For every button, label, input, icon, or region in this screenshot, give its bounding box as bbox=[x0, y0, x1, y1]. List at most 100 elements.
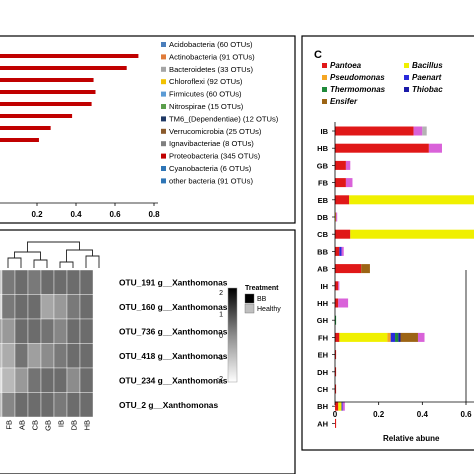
stacked-segment bbox=[400, 332, 418, 342]
heatmap-cell bbox=[79, 392, 94, 418]
legend-label: Chloroflexi (92 OTUs) bbox=[169, 77, 243, 86]
heatmap-row-label: OTU_191 g__Xanthomonas bbox=[119, 277, 228, 287]
stacked-segment bbox=[335, 418, 337, 428]
heatmap-cell bbox=[27, 343, 42, 369]
legend-label: other bacteria (91 OTUs) bbox=[169, 176, 253, 185]
heatmap-cell bbox=[1, 367, 16, 393]
panel-c-label: C bbox=[314, 49, 322, 61]
panel-b-frame bbox=[0, 229, 296, 474]
panel-c-frame bbox=[301, 35, 474, 451]
heatmap-cell bbox=[66, 269, 81, 295]
legend-label: Actinobacteria (91 OTUs) bbox=[169, 52, 255, 61]
stacked-segment bbox=[387, 332, 391, 342]
heatmap-column-labels: EB FB AB CB GB IB DB HB bbox=[0, 420, 92, 431]
stacked-segment bbox=[335, 264, 362, 274]
stacked-segment bbox=[422, 126, 427, 136]
panel-c-legend: Pantoea Bacillus Pseudomonas Paenart Thermom… bbox=[322, 61, 443, 106]
legend-swatch bbox=[322, 75, 327, 80]
legend-label: Cyanobacteria (6 OTUs) bbox=[169, 164, 252, 173]
treatment-label: BB bbox=[257, 296, 267, 303]
panel-b: OTU_191 g__Xanthomonas OTU_160 g__Xanthom… bbox=[0, 229, 296, 474]
stacked-segment bbox=[335, 195, 350, 205]
legend-swatch bbox=[322, 87, 327, 92]
phylum-bar bbox=[0, 138, 39, 142]
category-label: FH bbox=[318, 333, 328, 342]
column-dendrogram bbox=[7, 241, 100, 268]
panel-a-bars bbox=[0, 54, 139, 142]
heatmap-cell bbox=[14, 392, 29, 418]
heatmap-cell bbox=[40, 318, 55, 344]
heatmap-cell bbox=[27, 294, 42, 320]
stacked-segment bbox=[336, 212, 338, 222]
stacked-segment bbox=[335, 384, 337, 394]
stacked-segment bbox=[349, 195, 474, 205]
heatmap-cell bbox=[27, 367, 42, 393]
stacked-segment bbox=[335, 332, 340, 342]
stacked-segment bbox=[335, 126, 414, 136]
panel-c-x-axis-label: Relative abune bbox=[383, 434, 440, 443]
heatmap-cell bbox=[53, 294, 68, 320]
category-label: EB bbox=[318, 196, 329, 205]
stacked-segment bbox=[345, 160, 351, 170]
legend-swatch bbox=[161, 153, 166, 159]
legend-swatch bbox=[161, 42, 166, 47]
stacked-segment bbox=[335, 401, 339, 411]
legend-label: Firmicutes (60 OTUs) bbox=[169, 90, 242, 99]
category-label: BB bbox=[317, 247, 328, 256]
stacked-segment bbox=[395, 332, 399, 342]
heatmap-row-label: OTU_2 g__Xanthomonas bbox=[119, 400, 218, 410]
category-label: CB bbox=[317, 230, 328, 239]
stacked-segment bbox=[338, 281, 340, 291]
category-label: FB bbox=[318, 179, 329, 188]
legend-swatch bbox=[161, 116, 166, 122]
heatmap-cell bbox=[1, 392, 16, 418]
legend-label: Bacteroidetes (33 OTUs) bbox=[169, 65, 253, 74]
colorbar bbox=[227, 287, 238, 383]
legend-label: TM6_(Dependentiae) (12 OTUs) bbox=[169, 114, 279, 123]
heatmap-cell bbox=[0, 367, 3, 393]
heatmap-cell bbox=[1, 269, 16, 295]
stacked-segment bbox=[361, 264, 370, 274]
legend-label: Ignavibacteriae (8 OTUs) bbox=[169, 139, 254, 148]
panel-a: 0.2 0.4 0.6 0.8 Acidobacteria (60 OTUs) Acti… bbox=[0, 35, 296, 224]
stacked-segment bbox=[345, 178, 353, 188]
legend-label: Verrucomicrobia (25 OTUs) bbox=[169, 127, 262, 136]
category-label: HB bbox=[317, 144, 328, 153]
stacked-segment bbox=[335, 212, 337, 222]
heatmap-cell bbox=[14, 294, 29, 320]
heatmap-cell bbox=[40, 367, 55, 393]
legend-swatch bbox=[161, 79, 166, 85]
category-label: GH bbox=[317, 316, 328, 325]
colorbar-tick-label: -2 bbox=[217, 376, 223, 383]
heatmap-cell bbox=[40, 343, 55, 369]
heatmap-cell bbox=[1, 343, 16, 369]
phylum-bar bbox=[0, 78, 94, 82]
heatmap-column-label: AB bbox=[18, 420, 27, 430]
heatmap-row-label: OTU_418 g__Xanthomonas bbox=[119, 351, 228, 361]
heatmap-cell bbox=[0, 318, 3, 344]
treatment-legend: Treatment BB Healthy bbox=[244, 285, 281, 314]
legend-label: Nitrospirae (15 OTUs) bbox=[169, 102, 244, 111]
stacked-segment bbox=[339, 246, 342, 256]
legend-swatch bbox=[161, 66, 166, 72]
heatmap-cell bbox=[0, 343, 3, 369]
treatment-label: Healthy bbox=[257, 306, 281, 313]
heatmap-cell bbox=[40, 269, 55, 295]
stacked-segment bbox=[398, 332, 401, 342]
x-tick-label: 0.6 bbox=[460, 410, 472, 419]
heatmap-cell bbox=[0, 392, 3, 418]
category-label: DH bbox=[317, 368, 328, 377]
heatmap-cell bbox=[14, 343, 29, 369]
treatment-swatch bbox=[244, 293, 255, 304]
category-label: IH bbox=[321, 282, 329, 291]
category-label: HH bbox=[317, 299, 328, 308]
x-tick-label: 0.8 bbox=[148, 210, 160, 219]
category-label: AH bbox=[317, 419, 328, 428]
stacked-segment bbox=[335, 350, 337, 360]
heatmap-cell bbox=[27, 392, 42, 418]
heatmap-cell bbox=[14, 318, 29, 344]
colorbar-tick-label: 0 bbox=[219, 333, 223, 340]
legend-swatch bbox=[161, 141, 166, 147]
heatmap-cell bbox=[40, 294, 55, 320]
heatmap-cell bbox=[66, 392, 81, 418]
